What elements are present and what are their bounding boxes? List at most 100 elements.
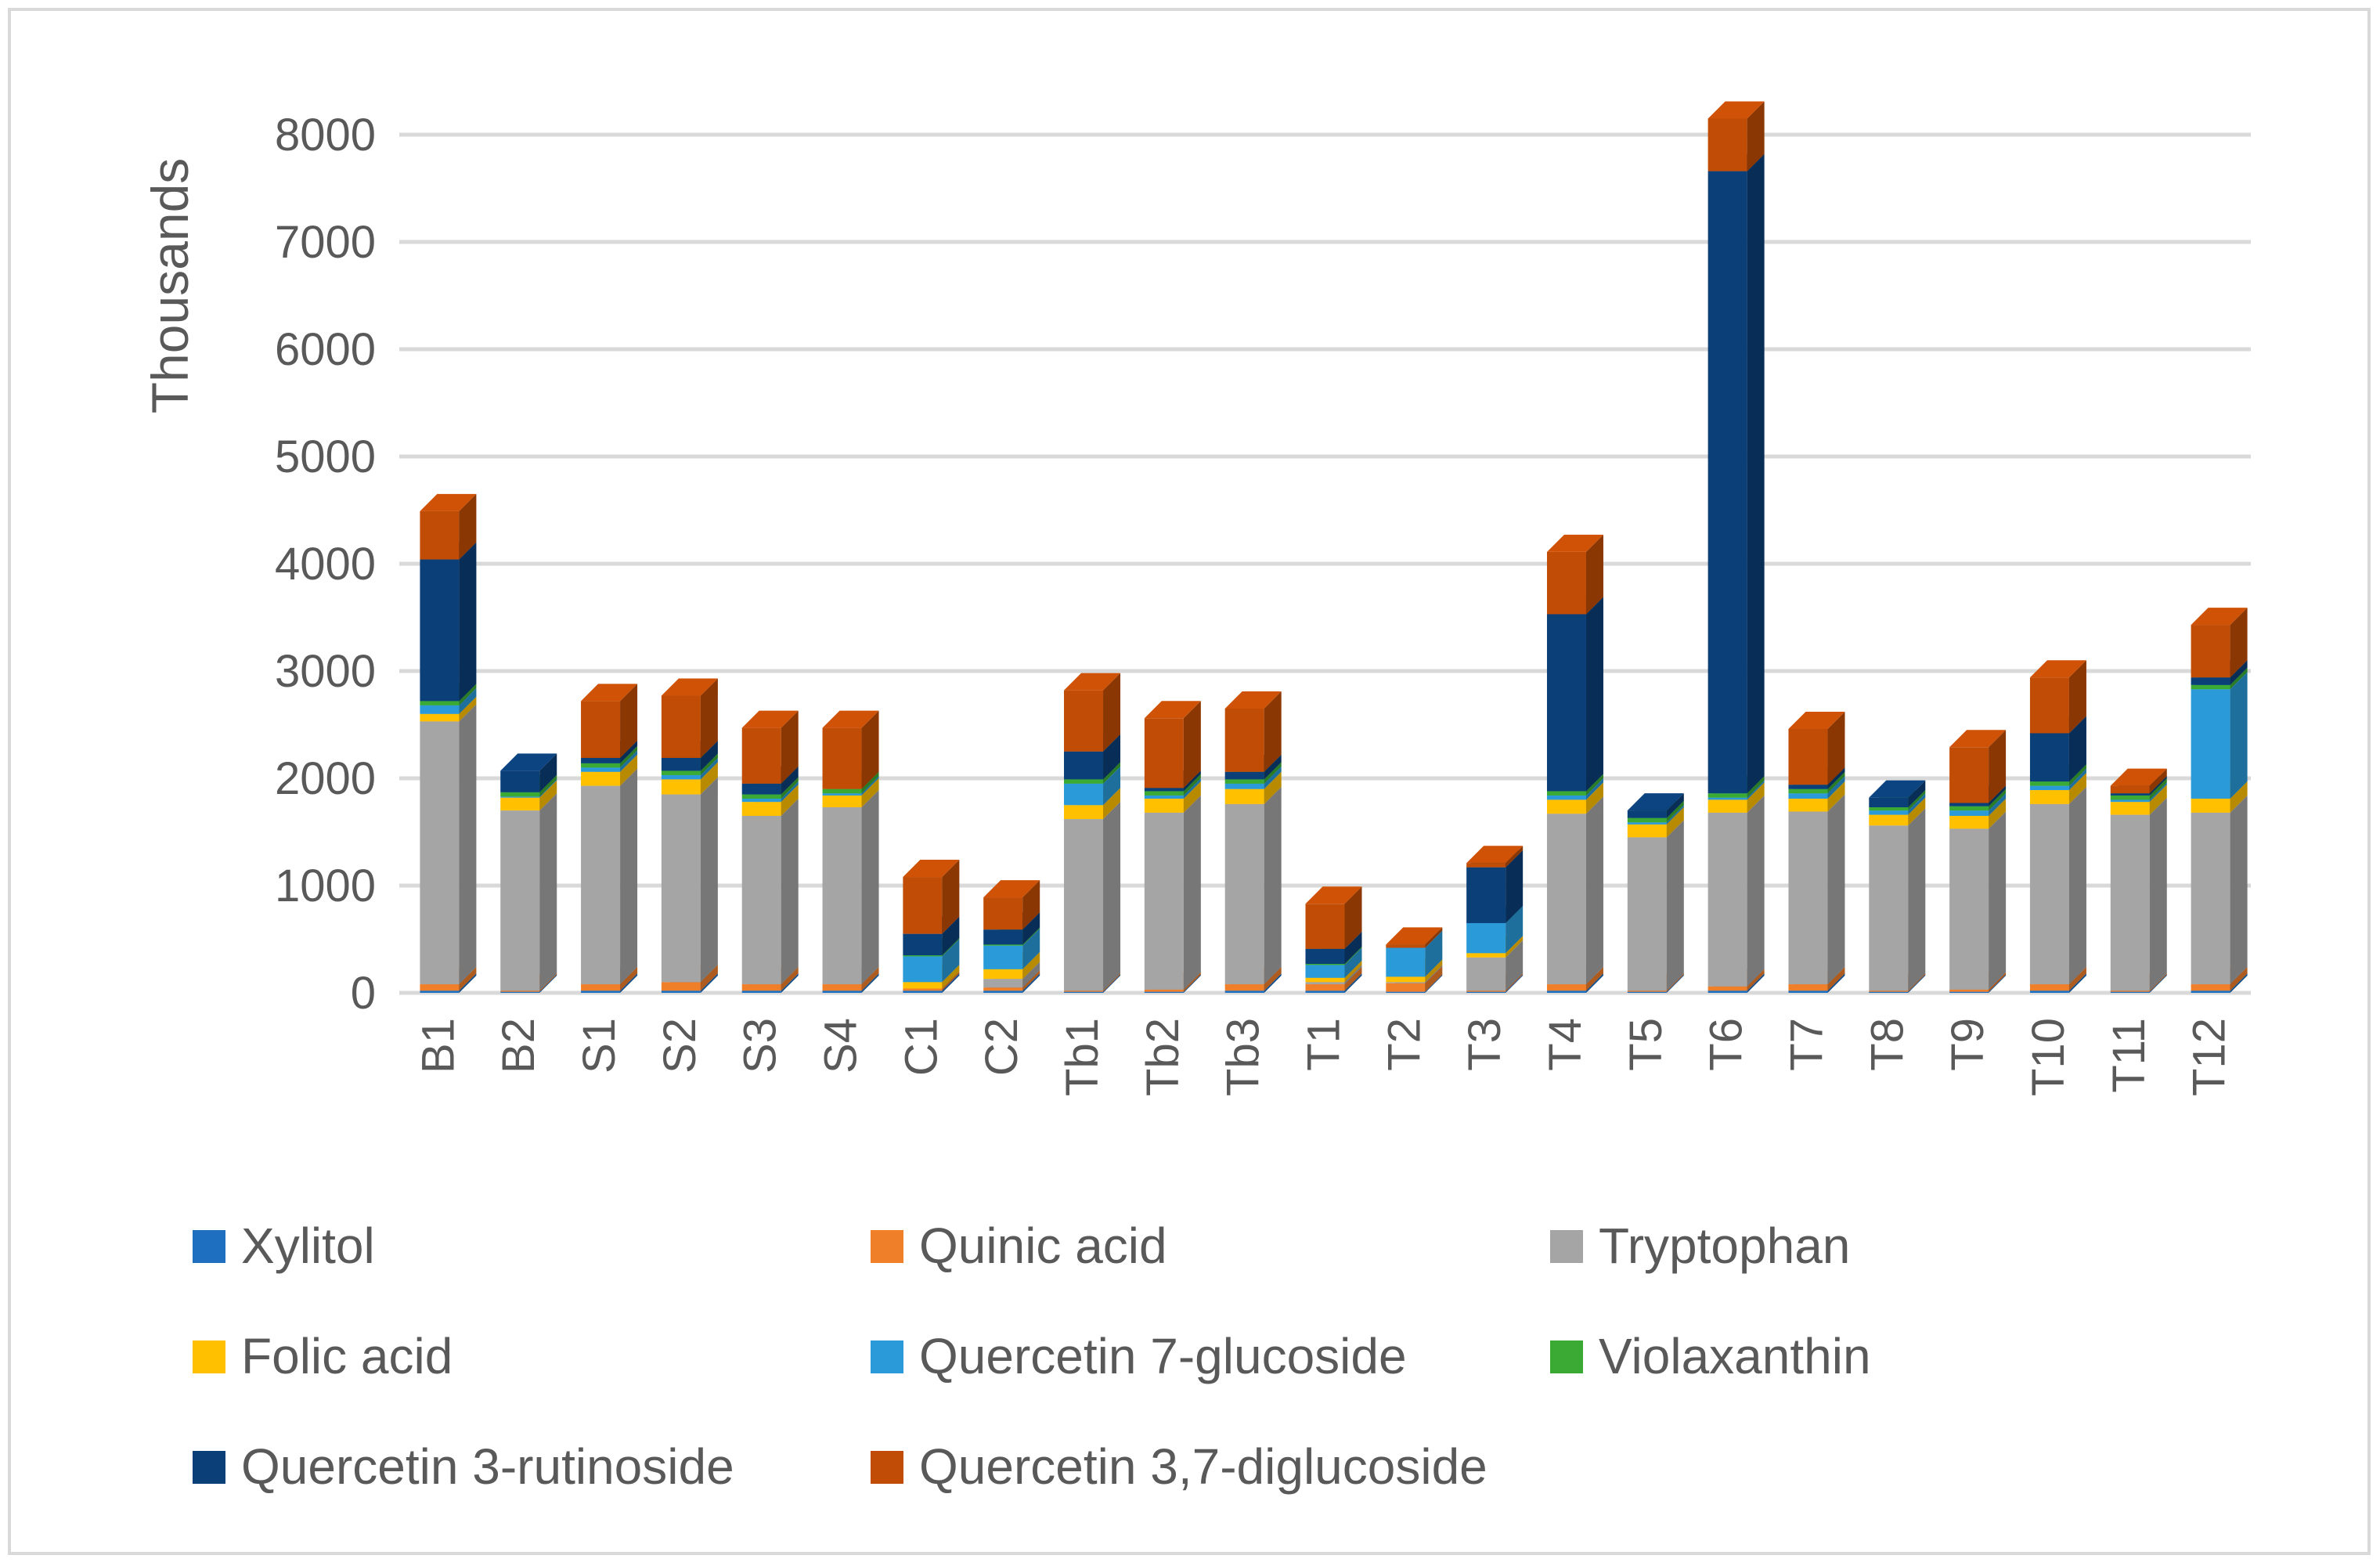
bar-stack-C2 — [983, 880, 1040, 993]
bar-side — [1425, 959, 1443, 983]
bar-side — [1344, 947, 1362, 965]
bar-front — [500, 991, 540, 993]
bar-side — [2149, 776, 2167, 796]
bar-side — [1022, 970, 1040, 991]
bar-side — [459, 684, 477, 705]
bar-side — [1989, 785, 2007, 806]
bar-front — [1627, 822, 1667, 824]
bar-front — [2110, 814, 2150, 991]
bar-side — [539, 974, 557, 993]
bar-front — [500, 792, 540, 797]
bar-front — [1386, 991, 1426, 993]
bar-front — [1949, 989, 1989, 992]
bar-side — [2230, 781, 2248, 813]
bar-segment — [903, 860, 960, 934]
bar-side — [539, 973, 557, 992]
bar-side — [2149, 797, 2167, 991]
bar-side — [459, 687, 477, 714]
bar-front — [661, 990, 701, 993]
bar-segment — [420, 542, 477, 702]
bar-front — [500, 796, 540, 798]
y-tick-label: 8000 — [275, 110, 376, 161]
bar-side — [1183, 972, 1201, 992]
bar-side — [620, 768, 638, 985]
bar-segment — [581, 768, 638, 985]
bar-front — [2029, 990, 2069, 993]
bar-front — [2110, 799, 2150, 803]
bars — [420, 101, 2248, 993]
bar-top — [1869, 780, 1926, 798]
y-tick-label: 4000 — [275, 539, 376, 590]
x-tick-label: T3 — [1459, 1018, 1510, 1071]
bar-side — [2149, 973, 2167, 992]
bar-side — [459, 967, 477, 991]
bar-front — [581, 763, 621, 768]
bar-front — [1224, 783, 1264, 789]
legend-swatch — [1550, 1340, 1583, 1373]
bar-side — [1989, 798, 2007, 829]
legend-label: Xylitol — [241, 1218, 375, 1274]
bar-front — [1788, 785, 1828, 789]
bar-side — [2149, 782, 2167, 803]
bar-front — [983, 990, 1023, 993]
bar-front — [1869, 806, 1909, 811]
bar-stack-S2 — [661, 678, 718, 993]
x-tick-label: T10 — [2023, 1018, 2074, 1096]
bar-front — [1869, 990, 1909, 992]
bar-side — [942, 938, 960, 957]
legend-label: Violaxanthin — [1599, 1328, 1871, 1384]
bar-side — [1022, 912, 1040, 945]
bar-front — [1869, 810, 1909, 815]
bar-stack-S4 — [822, 710, 879, 993]
bar-top — [822, 710, 879, 728]
bar-front — [420, 511, 460, 560]
bar-side — [1344, 960, 1362, 983]
bar-front — [581, 984, 621, 991]
bar-front — [581, 990, 621, 993]
bar-side — [1506, 974, 1524, 993]
bar-front — [581, 757, 621, 763]
legend-swatch — [193, 1340, 225, 1373]
bar-front — [1386, 982, 1426, 983]
bar-front — [2029, 781, 2069, 786]
bar-side — [1264, 973, 1282, 993]
bar-front — [741, 799, 781, 803]
bar-front — [1546, 551, 1586, 615]
bar-front — [1466, 957, 1506, 991]
legend-item: Violaxanthin — [1550, 1328, 1871, 1384]
bar-side — [1908, 973, 1926, 992]
legend-label: Folic acid — [241, 1328, 453, 1384]
bar-stack-T6 — [1707, 101, 1765, 993]
bar-front — [2029, 733, 2069, 782]
bar-side — [1506, 846, 1524, 868]
bar-side — [1264, 762, 1282, 784]
bar-front — [741, 984, 781, 991]
bar-side — [1908, 780, 1926, 807]
bar-front — [1386, 947, 1426, 977]
bar-segment — [581, 684, 638, 758]
bar-front — [1869, 825, 1909, 991]
bar-front — [1466, 953, 1506, 958]
bar-front — [1224, 779, 1264, 784]
x-tick-label: Tb1 — [1057, 1018, 1108, 1096]
x-tick-label: T2 — [1379, 1018, 1430, 1071]
bar-front — [2110, 802, 2150, 815]
bar-front — [500, 990, 540, 992]
legend-label: Quinic acid — [919, 1218, 1167, 1274]
bar-segment — [983, 880, 1040, 930]
bar-segment — [1546, 796, 1603, 985]
bar-front — [2110, 991, 2150, 993]
bar-segment — [661, 777, 718, 983]
bar-front — [1949, 828, 1989, 990]
x-tick-label: C1 — [896, 1018, 947, 1076]
bar-front — [983, 897, 1023, 930]
bar-front — [2029, 803, 2069, 985]
bar-top — [661, 678, 718, 696]
bar-front — [500, 770, 540, 792]
bar-side — [1344, 931, 1362, 965]
bar-side — [700, 678, 718, 758]
bar-front — [1627, 817, 1667, 823]
bar-front — [420, 713, 460, 722]
bar-side — [2149, 778, 2167, 800]
bar-front — [500, 797, 540, 811]
